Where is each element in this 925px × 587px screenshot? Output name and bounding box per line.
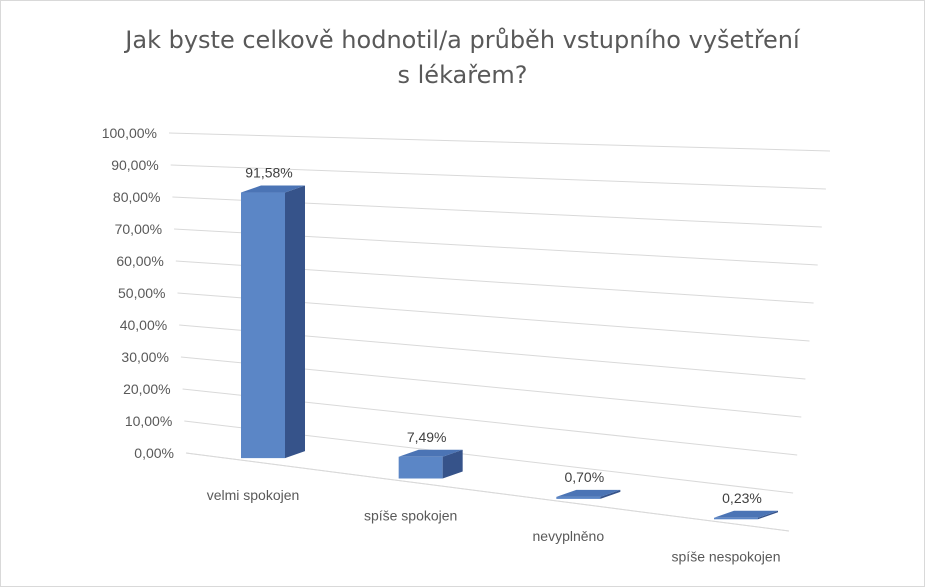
y-tick-label: 50,00% (118, 285, 165, 301)
data-label: 7,49% (407, 429, 447, 445)
chart-title: Jak byste celkově hodnotil/a průběh vstu… (1, 23, 924, 93)
bar-front (714, 517, 758, 520)
y-tick-label: 40,00% (120, 317, 167, 333)
y-tick-label: 60,00% (116, 253, 163, 269)
chart-title-line-2: s lékařem? (397, 61, 528, 89)
gridline (170, 164, 826, 190)
y-tick-label: 30,00% (121, 349, 168, 365)
bar-top (556, 489, 621, 497)
bar-front (556, 496, 601, 499)
data-label: 91,58% (245, 165, 292, 181)
category-label: spíše nespokojen (672, 548, 781, 564)
bar-front (241, 192, 285, 459)
category-label: nevyplněno (533, 528, 605, 544)
y-tick-label: 10,00% (125, 413, 172, 429)
bar-top (398, 449, 463, 457)
bar-front (398, 456, 443, 479)
category-label: spíše spokojen (364, 508, 457, 524)
bar-top (241, 185, 305, 193)
data-label: 0,70% (564, 469, 604, 485)
chart-title-line-1: Jak byste celkově hodnotil/a průběh vstu… (125, 26, 800, 54)
gridline (168, 132, 831, 152)
y-tick-label: 20,00% (123, 381, 170, 397)
y-tick-label: 70,00% (115, 221, 162, 237)
bar-side (600, 489, 621, 499)
floor-line (185, 452, 790, 532)
bar-side (758, 510, 778, 520)
y-tick-label: 90,00% (111, 157, 158, 173)
y-tick-label: 0,00% (134, 445, 174, 461)
bar-side (442, 449, 463, 479)
data-label: 0,23% (722, 490, 762, 506)
y-tick-label: 100,00% (102, 125, 157, 141)
bar-top (714, 510, 778, 518)
bar-side (285, 185, 305, 459)
category-label: velmi spokojen (207, 487, 300, 503)
y-tick-label: 80,00% (113, 189, 160, 205)
